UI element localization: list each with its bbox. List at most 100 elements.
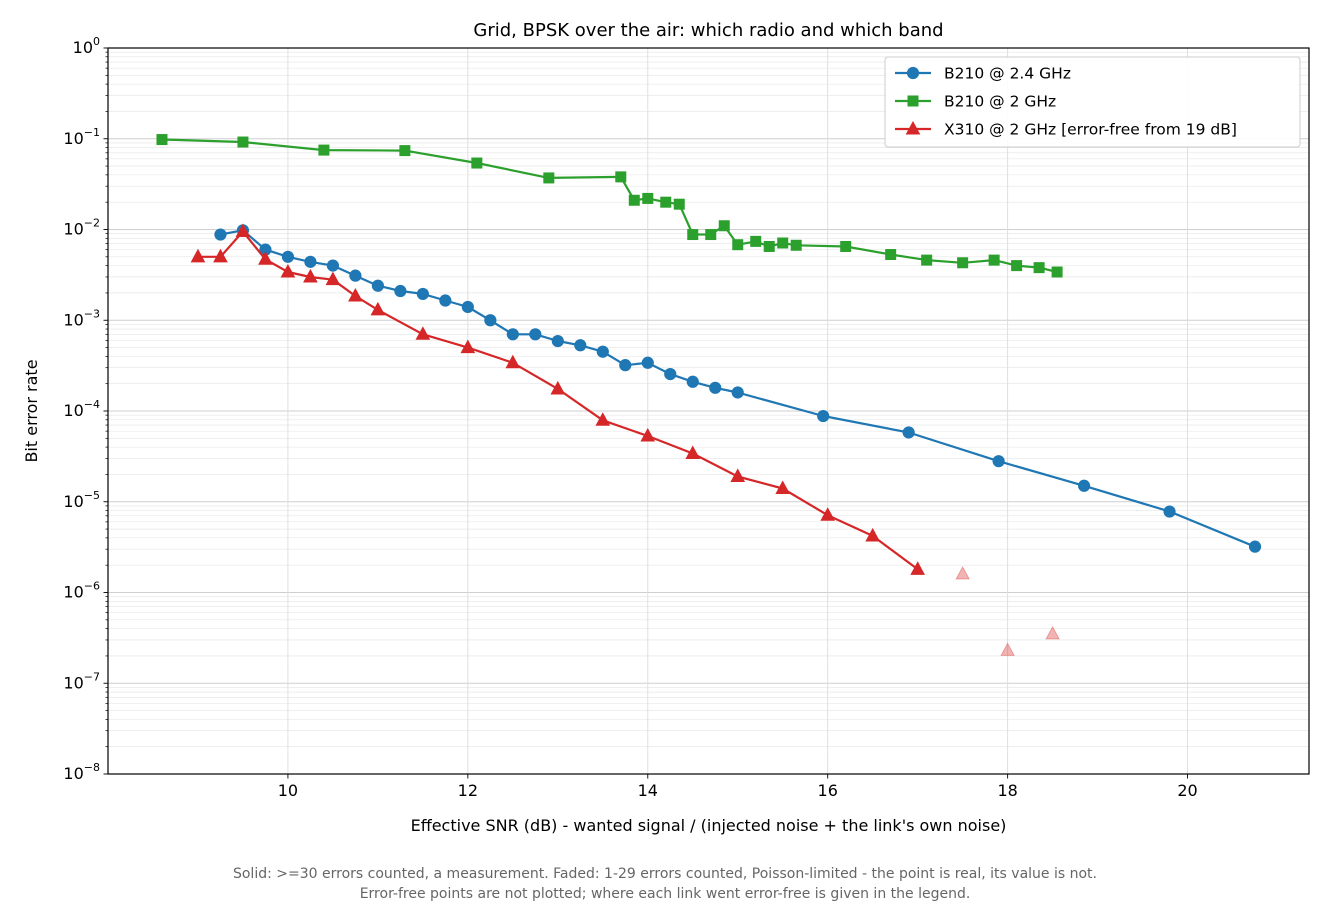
series-square	[156, 134, 1063, 278]
data-point	[641, 356, 654, 369]
legend-label: X310 @ 2 GHz [error-free from 19 dB]	[944, 121, 1237, 139]
data-point	[1248, 540, 1262, 553]
data-point	[190, 248, 206, 263]
legend-entries: B210 @ 2.4 GHz B210 @ 2 GHz X310 @ 2 GHz […	[895, 65, 1237, 139]
data-point	[326, 259, 340, 272]
y-tick-label: 10−4	[63, 398, 100, 420]
data-point	[988, 254, 1000, 266]
data-point	[660, 196, 672, 208]
data-point	[619, 359, 632, 372]
data-point	[664, 368, 677, 381]
data-point	[439, 294, 452, 307]
legend-label: B210 @ 2 GHz	[944, 93, 1056, 111]
faded-data-point	[955, 565, 970, 580]
data-point	[213, 248, 228, 263]
data-point	[506, 328, 519, 341]
data-point	[673, 198, 685, 210]
data-point	[325, 271, 341, 286]
data-point	[1077, 479, 1091, 492]
data-point	[642, 192, 654, 204]
data-point	[235, 223, 251, 238]
caption-line-1: Solid: >=30 errors counted, a measuremen…	[232, 866, 1097, 882]
data-point	[687, 229, 699, 241]
y-tick-label: 10−6	[63, 580, 100, 602]
data-point	[685, 445, 701, 460]
x-tick-label: 18	[997, 781, 1017, 800]
series-layer	[156, 134, 1262, 656]
data-point	[902, 426, 915, 439]
data-point	[471, 157, 483, 169]
data-point	[550, 380, 566, 395]
data-point	[865, 527, 881, 542]
data-point	[237, 136, 249, 148]
data-point	[817, 409, 830, 423]
data-point	[214, 228, 227, 241]
x-tick-label: 16	[818, 781, 838, 800]
data-point	[777, 237, 789, 249]
data-point	[1011, 260, 1023, 272]
data-point	[596, 345, 609, 358]
data-point	[731, 386, 744, 399]
x-tick-label: 12	[458, 781, 478, 800]
data-point	[910, 561, 926, 575]
data-point	[280, 263, 296, 278]
data-point	[318, 144, 330, 156]
ber-chart: 100 10−1 10−2 10−3 10−4 10−5 10−6 10−7 10−8 10 12 1…	[22, 20, 1310, 835]
data-point	[640, 427, 656, 442]
y-tick-label: 10−8	[63, 761, 100, 783]
data-point	[304, 255, 317, 268]
data-point	[543, 172, 555, 184]
data-point	[415, 326, 431, 340]
data-point	[750, 235, 762, 247]
data-point	[460, 339, 476, 354]
data-point	[461, 300, 474, 314]
data-point	[686, 375, 699, 388]
data-point	[1051, 266, 1063, 278]
faded-data-point	[1000, 642, 1015, 656]
data-point	[840, 240, 852, 252]
data-point	[484, 314, 497, 327]
y-tick-label: 100	[73, 35, 100, 57]
data-point	[763, 240, 775, 252]
legend-label: B210 @ 2.4 GHz	[944, 65, 1071, 83]
data-point	[992, 455, 1005, 468]
data-point	[718, 220, 730, 232]
data-point	[505, 354, 521, 369]
data-point	[303, 268, 318, 283]
data-point	[957, 257, 969, 269]
y-axis-label: Bit error rate	[22, 359, 41, 462]
legend-marker	[905, 120, 921, 135]
data-point	[790, 239, 802, 251]
data-point	[820, 507, 836, 521]
data-point	[349, 269, 362, 282]
y-tick-label: 10−3	[63, 307, 100, 329]
x-tick-label: 20	[1177, 781, 1197, 800]
data-point	[281, 250, 295, 263]
y-tick-label: 10−1	[63, 126, 100, 148]
data-point	[732, 239, 744, 251]
data-point	[709, 381, 722, 394]
axis-ticks: 100 10−1 10−2 10−3 10−4 10−5 10−6 10−7 10−8 10 12 1…	[63, 35, 1197, 800]
data-point	[348, 287, 363, 302]
data-point	[921, 254, 933, 266]
data-point	[885, 249, 897, 261]
data-point	[775, 480, 791, 494]
data-point	[258, 251, 273, 265]
data-point	[416, 287, 429, 301]
x-tick-label: 14	[638, 781, 658, 800]
caption-line-2: Error-free points are not plotted; where…	[359, 886, 971, 902]
data-point	[529, 328, 542, 341]
legend-marker	[907, 95, 919, 107]
y-tick-label: 10−7	[63, 670, 100, 692]
data-point	[574, 339, 587, 352]
data-point	[615, 171, 627, 183]
legend: B210 @ 2.4 GHz B210 @ 2 GHz X310 @ 2 GHz […	[884, 56, 1301, 148]
data-point	[156, 134, 168, 146]
chart-title: Grid, BPSK over the air: which radio and…	[473, 20, 943, 41]
data-point	[628, 194, 640, 206]
data-point	[595, 412, 611, 426]
data-point	[399, 145, 411, 157]
data-point	[1163, 505, 1176, 518]
data-point	[705, 229, 717, 241]
series-circle	[214, 224, 1262, 553]
